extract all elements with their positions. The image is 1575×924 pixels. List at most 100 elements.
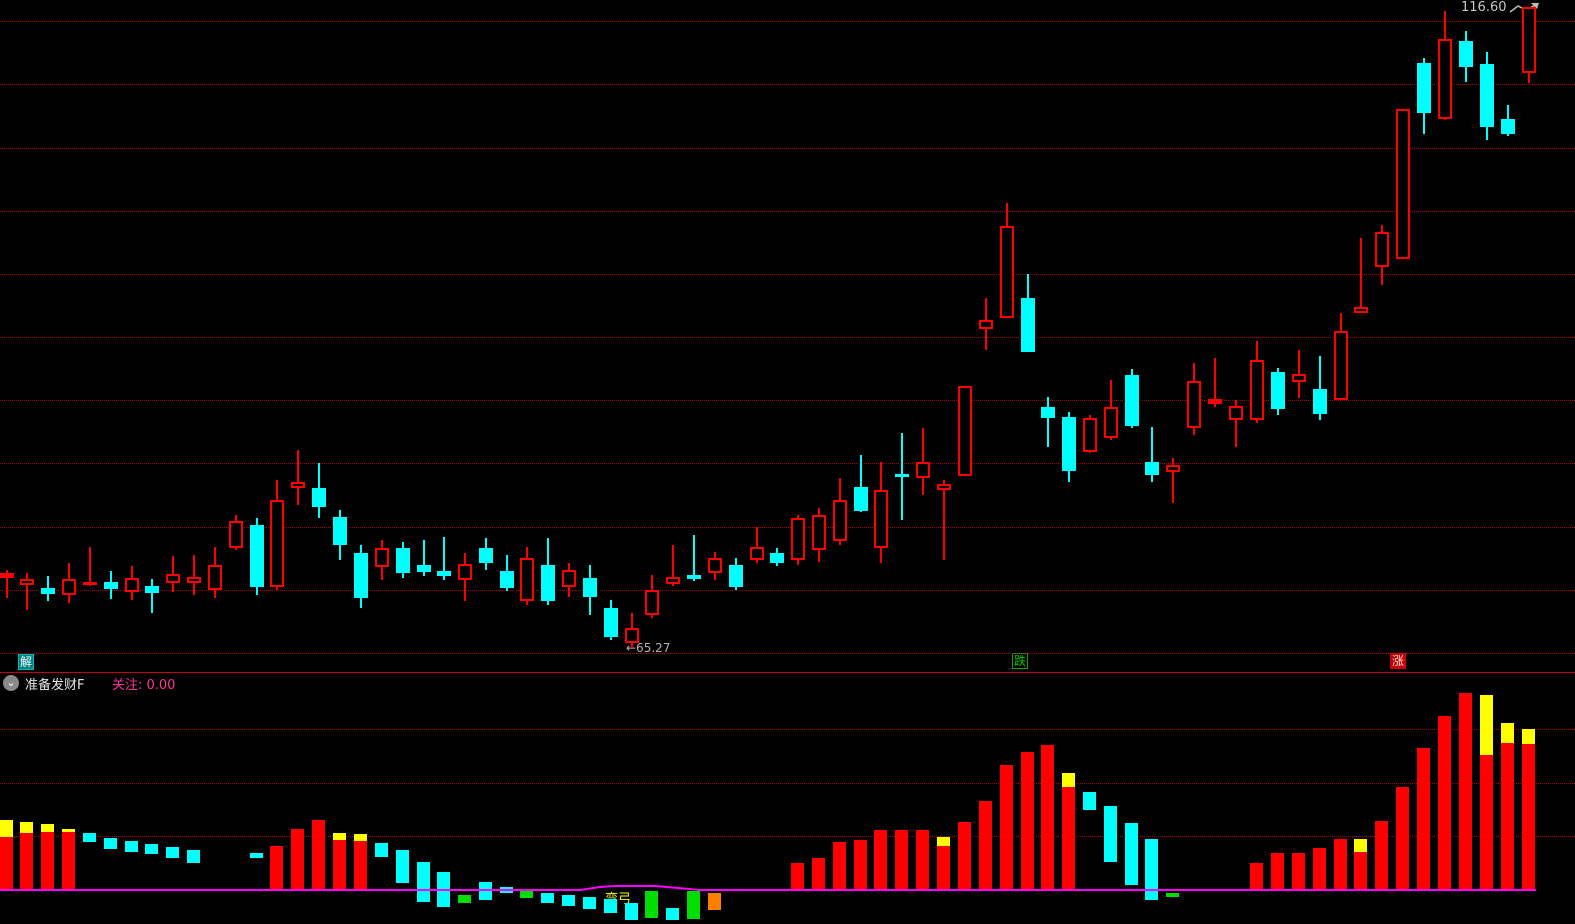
indicator-bar-red bbox=[1021, 752, 1034, 890]
candle-up bbox=[666, 577, 680, 584]
candle-up bbox=[812, 515, 826, 550]
indicator-bar-red bbox=[874, 830, 887, 890]
indicator-bar-red bbox=[1522, 744, 1535, 890]
indicator-bar-cyan bbox=[437, 872, 450, 907]
indicator-name[interactable]: 准备发财F bbox=[25, 678, 85, 693]
collapse-chevron-icon[interactable]: ⌄ bbox=[3, 675, 19, 691]
candle-down bbox=[1145, 462, 1159, 475]
last-price-label: 116.60 bbox=[1461, 0, 1507, 15]
indicator-bar-cyan bbox=[187, 850, 200, 863]
candle-up bbox=[1104, 407, 1118, 438]
indicator-bar-red bbox=[1459, 693, 1472, 890]
candle-wick bbox=[193, 555, 195, 595]
indicator-bar-cyan bbox=[666, 908, 679, 920]
indicator-bar-red bbox=[1375, 821, 1388, 890]
indicator-bar-red bbox=[1334, 839, 1347, 890]
candle-down bbox=[104, 582, 118, 589]
indicator-bar-yellow bbox=[354, 834, 367, 841]
candle-up bbox=[1187, 381, 1201, 428]
gridline bbox=[0, 337, 1575, 338]
candle-wick bbox=[1172, 458, 1174, 503]
signal-line-path bbox=[0, 885, 1536, 891]
indicator-bar-cyan bbox=[375, 843, 388, 857]
candle-up bbox=[937, 484, 951, 490]
candle-down bbox=[770, 553, 784, 563]
candle-down bbox=[1501, 119, 1515, 134]
indicator-bar-red bbox=[1292, 853, 1305, 890]
candle-down bbox=[1480, 64, 1494, 127]
candle-up bbox=[270, 500, 284, 587]
candle-wick bbox=[1360, 238, 1362, 313]
indicator-bar-red bbox=[833, 842, 846, 890]
indicator-bar-cyan bbox=[583, 897, 596, 909]
candle-down bbox=[1459, 41, 1473, 67]
indicator-bar-red bbox=[1354, 852, 1367, 890]
candle-up bbox=[458, 564, 472, 580]
indicator-bar-cyan bbox=[145, 844, 158, 854]
candle-up bbox=[1438, 39, 1452, 119]
gridline bbox=[0, 211, 1575, 212]
indicator-bar-cyan bbox=[500, 887, 513, 893]
candle-wick bbox=[89, 547, 91, 586]
indicator-bar-cyan bbox=[417, 862, 430, 902]
candle-wick bbox=[1235, 400, 1237, 447]
candle-up bbox=[375, 548, 389, 567]
candle-up bbox=[750, 547, 764, 560]
candle-up bbox=[562, 570, 576, 587]
indicator-bar-green bbox=[687, 891, 700, 919]
candle-up bbox=[520, 558, 534, 601]
indicator-bar-red bbox=[916, 830, 929, 890]
candle-wick bbox=[6, 570, 8, 598]
indicator-bar-red bbox=[0, 837, 13, 890]
indicator-bar-red bbox=[1501, 743, 1514, 890]
candle-down bbox=[145, 586, 159, 593]
candle-down bbox=[417, 565, 431, 572]
indicator-bar-cyan bbox=[1145, 839, 1158, 900]
gridline bbox=[0, 729, 1575, 730]
indicator-bar-cyan bbox=[250, 853, 263, 858]
candle-down bbox=[1271, 372, 1285, 409]
indicator-bar-red bbox=[354, 841, 367, 890]
indicator-bar-yellow bbox=[333, 833, 346, 840]
candle-up bbox=[0, 573, 14, 578]
indicator-bar-cyan bbox=[125, 841, 138, 852]
gridline bbox=[0, 148, 1575, 149]
indicator-bar-red bbox=[1313, 848, 1326, 890]
indicator-bar-red bbox=[854, 840, 867, 890]
badge-jie: 解 bbox=[18, 654, 35, 670]
indicator-bar-red bbox=[270, 846, 283, 890]
indicator-bar-red bbox=[62, 832, 75, 890]
gridline bbox=[0, 836, 1575, 837]
gridline bbox=[0, 653, 1575, 654]
gridline bbox=[0, 84, 1575, 85]
indicator-bar-red bbox=[1438, 716, 1451, 890]
candle-down bbox=[729, 565, 743, 587]
candle-up bbox=[1000, 226, 1014, 318]
indicator-bar-cyan bbox=[166, 847, 179, 858]
candle-up bbox=[1334, 331, 1348, 400]
indicator-bar-cyan bbox=[396, 850, 409, 883]
candle-wick bbox=[1047, 397, 1049, 447]
gridline bbox=[0, 21, 1575, 22]
candle-up bbox=[1396, 109, 1410, 259]
candle-up bbox=[791, 518, 805, 560]
indicator-bar-cyan bbox=[1104, 806, 1117, 862]
candle-down bbox=[312, 488, 326, 507]
candle-up bbox=[625, 628, 639, 643]
indicator-bar-red bbox=[1000, 765, 1013, 890]
candle-up bbox=[1208, 399, 1222, 404]
indicator-param: 关注: 0.00 bbox=[112, 678, 176, 693]
indicator-bar-cyan bbox=[541, 893, 554, 903]
indicator-bar-red bbox=[791, 863, 804, 890]
candle-down bbox=[333, 517, 347, 545]
indicator-bar-red bbox=[1041, 745, 1054, 890]
indicator-bar-green bbox=[645, 891, 658, 918]
indicator-bar-yellow bbox=[41, 824, 54, 832]
indicator-bar-red bbox=[937, 846, 950, 890]
candle-up bbox=[874, 490, 888, 548]
indicator-bar-yellow bbox=[1354, 839, 1367, 852]
indicator-bar-red bbox=[958, 822, 971, 890]
indicator-bar-red bbox=[1480, 755, 1493, 890]
